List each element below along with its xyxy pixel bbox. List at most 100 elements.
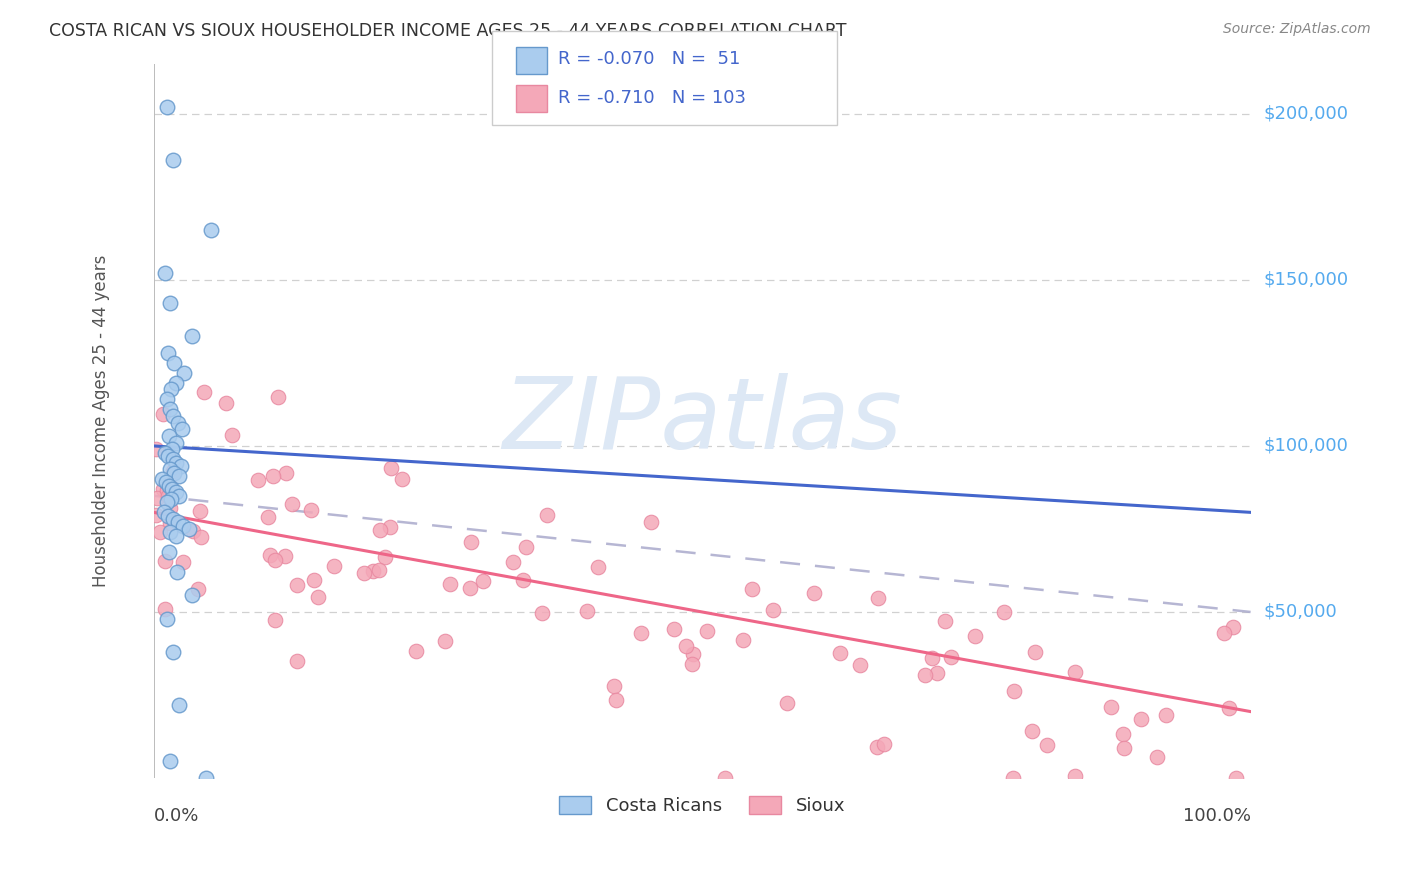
Point (803, 586, 825, 600)
Point (374, 549, 396, 564)
Point (162, 153, 184, 168)
Point (304, 574, 326, 588)
Point (160, 491, 183, 506)
Point (380, 460, 402, 475)
Point (299, 503, 322, 517)
Point (921, 651, 943, 665)
Point (941, 649, 963, 664)
Point (156, 100, 179, 114)
Point (145, 491, 167, 505)
Point (159, 525, 181, 540)
Point (361, 564, 384, 578)
Point (322, 559, 344, 574)
Point (776, 696, 799, 710)
Point (1002, 683, 1025, 698)
Point (285, 578, 308, 592)
Point (193, 384, 215, 399)
Point (285, 653, 308, 667)
Point (1002, 771, 1025, 785)
Point (934, 614, 956, 628)
Point (157, 477, 180, 491)
Point (662, 622, 685, 636)
Text: R = -0.710   N = 103: R = -0.710 N = 103 (558, 88, 747, 106)
Point (460, 535, 482, 549)
Point (162, 512, 184, 526)
Point (963, 629, 986, 643)
Point (1024, 645, 1046, 659)
Point (502, 555, 524, 569)
Point (156, 508, 179, 523)
Text: $150,000: $150,000 (1264, 271, 1348, 289)
Point (1021, 724, 1043, 739)
Text: ZIPatlas: ZIPatlas (502, 373, 903, 469)
Point (153, 602, 176, 616)
Point (152, 407, 174, 421)
Point (163, 356, 186, 370)
Point (153, 266, 176, 280)
Text: $200,000: $200,000 (1264, 105, 1348, 123)
Point (630, 625, 652, 640)
Point (696, 624, 718, 639)
Point (391, 472, 413, 486)
Point (152, 505, 174, 519)
Point (162, 645, 184, 659)
Point (993, 605, 1015, 619)
Point (159, 462, 181, 476)
Point (187, 582, 209, 596)
Point (1225, 771, 1247, 785)
Point (575, 604, 598, 618)
Point (156, 449, 179, 463)
Point (1146, 749, 1168, 764)
Point (170, 458, 193, 473)
Point (165, 376, 187, 390)
Point (162, 464, 184, 478)
Point (439, 577, 461, 591)
Point (181, 524, 204, 538)
Point (165, 528, 187, 542)
Point (157, 545, 180, 559)
Point (160, 383, 183, 397)
Point (172, 422, 194, 436)
Point (1129, 712, 1152, 726)
Point (165, 456, 187, 470)
Point (159, 500, 181, 515)
Point (190, 530, 212, 544)
Point (368, 563, 391, 577)
Point (731, 632, 754, 647)
Point (165, 435, 187, 450)
Point (156, 346, 179, 360)
Point (162, 409, 184, 423)
Text: 100.0%: 100.0% (1182, 806, 1250, 824)
Point (434, 634, 457, 648)
Point (257, 510, 280, 524)
Point (531, 606, 554, 620)
Point (353, 566, 375, 581)
Point (586, 560, 609, 574)
Point (1222, 620, 1244, 634)
Point (741, 582, 763, 596)
Point (165, 485, 187, 500)
Point (1213, 625, 1236, 640)
Point (159, 402, 181, 417)
Point (172, 555, 194, 569)
Point (274, 549, 297, 564)
Point (263, 553, 285, 567)
Point (166, 416, 188, 430)
Point (152, 472, 174, 486)
Point (849, 657, 872, 672)
Point (195, 771, 218, 785)
Point (603, 679, 626, 693)
Point (157, 429, 180, 443)
Text: 0.0%: 0.0% (153, 806, 200, 824)
Point (145, 508, 167, 522)
Point (1036, 738, 1059, 752)
Point (307, 591, 329, 605)
Point (167, 468, 190, 483)
Point (460, 581, 482, 595)
Point (167, 698, 190, 712)
Point (159, 296, 181, 310)
Point (868, 591, 890, 606)
Point (215, 396, 238, 410)
Point (181, 588, 204, 602)
Point (914, 668, 936, 682)
